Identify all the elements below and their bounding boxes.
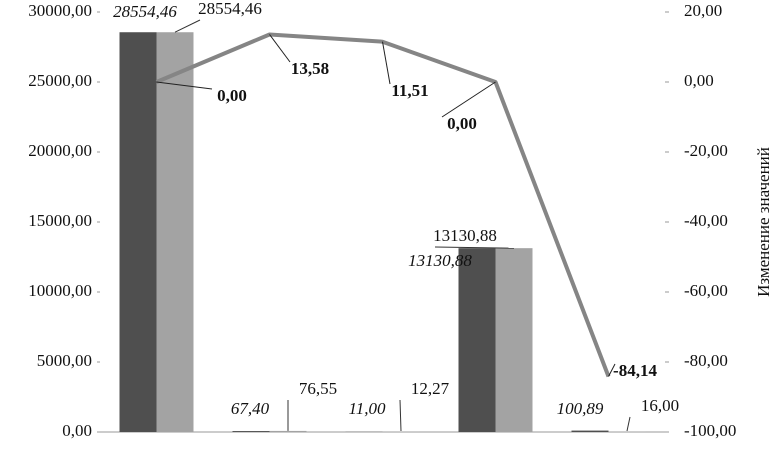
- leader-line: [441, 81, 496, 118]
- data-label: 0,00: [447, 114, 477, 133]
- y2-tick-label: 0,00: [684, 71, 714, 90]
- bar: [495, 248, 533, 432]
- y2-tick-label: -40,00: [684, 211, 728, 230]
- data-label: 76,55: [299, 379, 337, 398]
- leader-line: [608, 363, 616, 377]
- data-label: 16,00: [641, 396, 679, 415]
- data-label: 0,00: [217, 86, 247, 105]
- data-label: 13130,88: [408, 251, 472, 270]
- bar: [269, 430, 307, 432]
- y2-tick-label: -80,00: [684, 351, 728, 370]
- data-label: 67,40: [231, 399, 270, 418]
- data-label: 11,51: [391, 81, 428, 100]
- data-label: 13,58: [291, 59, 329, 78]
- leader-line: [626, 416, 631, 432]
- data-label: 100,89: [557, 399, 604, 418]
- y2-axis-label: Изменение значений: [754, 147, 773, 297]
- data-label: 12,27: [411, 379, 450, 398]
- data-label: 11,00: [349, 399, 386, 418]
- leader-line: [434, 246, 515, 249]
- bar: [571, 430, 609, 432]
- bar: [458, 248, 496, 432]
- bar: [156, 32, 194, 433]
- y-tick-label: 0,00: [62, 421, 92, 440]
- y-tick-label: 30000,00: [28, 1, 92, 20]
- leader-line: [174, 19, 201, 33]
- y2-tick-label: -60,00: [684, 281, 728, 300]
- y-tick-label: 15000,00: [28, 211, 92, 230]
- y-tick-label: 20000,00: [28, 141, 92, 160]
- bar: [119, 32, 157, 433]
- y2-tick-label: -20,00: [684, 141, 728, 160]
- y-tick-label: 5000,00: [37, 351, 92, 370]
- y-tick-label: 10000,00: [28, 281, 92, 300]
- leader-line: [269, 34, 291, 63]
- leader-line: [156, 81, 213, 90]
- bar: [232, 431, 270, 432]
- y2-tick-label: -100,00: [684, 421, 736, 440]
- y2-tick-label: 20,00: [684, 1, 722, 20]
- data-label: -84,14: [613, 361, 657, 380]
- data-label: 28554,46: [113, 2, 177, 21]
- data-label: 13130,88: [433, 226, 497, 245]
- y-tick-label: 25000,00: [28, 71, 92, 90]
- leader-line: [382, 41, 391, 85]
- leader-line: [399, 399, 402, 432]
- data-label: 28554,46: [198, 0, 262, 18]
